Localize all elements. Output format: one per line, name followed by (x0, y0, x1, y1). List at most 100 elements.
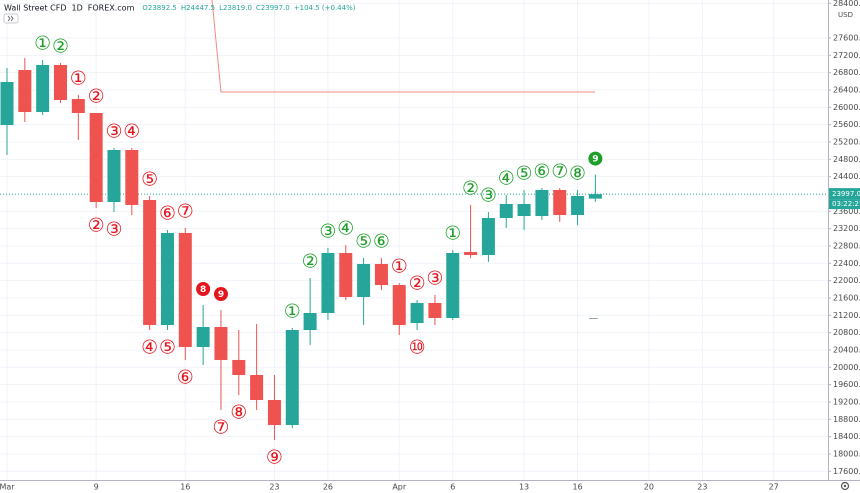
countdown-label: 03:22:27 (832, 200, 860, 208)
candle-body (196, 327, 210, 348)
candle-body (125, 150, 139, 205)
count-label: ① (70, 68, 87, 90)
count-label: ③ (319, 221, 336, 243)
x-tick-label: 16 (180, 483, 190, 492)
candle-body (571, 195, 585, 215)
y-tick-label: 20800.0 (833, 328, 860, 337)
signal-label: 9 (592, 155, 598, 165)
x-tick-label: 13 (519, 483, 529, 492)
count-label: ⑤ (516, 162, 533, 184)
count-label: ① (444, 223, 461, 245)
y-tick-label: 22000.0 (833, 276, 860, 285)
candle-body (357, 264, 371, 298)
x-tick-label: 6 (450, 483, 455, 492)
candle-body (428, 302, 442, 318)
candle-body (481, 217, 495, 255)
y-tick-label: 26800.0 (833, 68, 860, 77)
y-tick-label: 23200.0 (833, 224, 860, 233)
count-label: ② (88, 86, 105, 108)
candle-body (553, 189, 567, 215)
count-label: ⑤ (159, 336, 176, 358)
signal-badge (588, 151, 603, 166)
candle-body (339, 252, 353, 298)
y-tick-label: 17600.0 (833, 467, 860, 476)
count-label: ⑧ (569, 162, 586, 184)
candle-body (36, 64, 50, 113)
count-label: ② (462, 177, 479, 199)
y-tick-label: 22800.0 (833, 241, 860, 250)
count-label: ⑤ (141, 169, 158, 191)
candle-body (214, 327, 228, 360)
candle-body (250, 375, 264, 401)
x-tick-label: 23 (697, 483, 707, 492)
count-label: ① (284, 300, 301, 322)
y-tick-label: 19600.0 (833, 380, 860, 389)
y-tick-label: 24800.0 (833, 155, 860, 164)
count-label: ② (52, 35, 69, 57)
collapse-icon (7, 15, 14, 22)
y-tick-label: 20000.0 (833, 363, 860, 372)
y-tick-label: 28400.0 (833, 0, 860, 8)
count-label: ⑤ (355, 230, 372, 252)
drawing-line[interactable] (211, 0, 595, 93)
ohlc-value: H24447.5 (181, 4, 215, 12)
count-label: ④ (337, 218, 354, 240)
candle-body (321, 252, 335, 314)
gear[interactable] (840, 481, 850, 491)
y-tick-label: 25200.0 (833, 137, 860, 146)
count-label: ③ (105, 219, 122, 241)
y-tick-label: 25600.0 (833, 120, 860, 129)
candle-body (267, 400, 281, 426)
gear-center (843, 484, 847, 488)
count-label: ④ (498, 167, 515, 189)
x-tick-label: 26 (323, 483, 333, 492)
y-tick-label: 18400.0 (833, 432, 860, 441)
count-label: ② (302, 250, 319, 272)
candle-body (285, 329, 299, 426)
count-label: ⑦ (177, 200, 194, 222)
candle-body (374, 264, 388, 286)
candle-body (143, 200, 157, 326)
x-tick-label: 23 (269, 483, 279, 492)
count-label: ⑦ (212, 416, 229, 438)
ohlc-value: +104.5 (+0.44%) (294, 4, 356, 12)
y-tick-label: 21600.0 (833, 293, 860, 302)
ohlc-value: L23819.0 (219, 4, 252, 12)
count-label: ⑥ (533, 161, 550, 183)
countdown-tag (829, 199, 860, 210)
candle-body (71, 99, 85, 114)
count-label: ① (34, 33, 51, 55)
candle-body (392, 285, 406, 326)
count-label: ⑥ (373, 230, 390, 252)
y-tick-label: 27200.0 (833, 51, 860, 60)
legend: Wall Street CFD 1D FOREX.com O23892.5 H24… (4, 4, 356, 13)
candle-body (410, 302, 424, 324)
source: FOREX.com (88, 4, 135, 13)
candle-body (517, 203, 531, 216)
interval: 1D (72, 4, 83, 13)
signal-badge (196, 281, 211, 296)
settings-icon[interactable] (840, 481, 850, 491)
count-label: ⑦ (551, 161, 568, 183)
signal-badge (213, 287, 228, 302)
symbol-title: Wall Street CFD (4, 4, 67, 13)
candle-body (464, 251, 478, 255)
y-tick-label: 26000.0 (833, 103, 860, 112)
count-label: ① (391, 255, 408, 277)
count-label: ③ (105, 121, 122, 143)
candle-body (160, 232, 174, 326)
candle-body (588, 194, 602, 199)
candle-body (18, 70, 32, 113)
y-tick-label: 21200.0 (833, 311, 860, 320)
y-tick-label: 20400.0 (833, 345, 860, 354)
candle-body (446, 252, 460, 318)
count-label: ⑩ (409, 336, 426, 358)
count-label: ② (88, 215, 105, 237)
collapse-button[interactable] (3, 13, 19, 24)
x-tick-label: 9 (94, 483, 99, 492)
x-tick-label: 27 (769, 483, 779, 492)
count-label: ⑥ (177, 367, 194, 389)
count-label: ④ (141, 336, 158, 358)
